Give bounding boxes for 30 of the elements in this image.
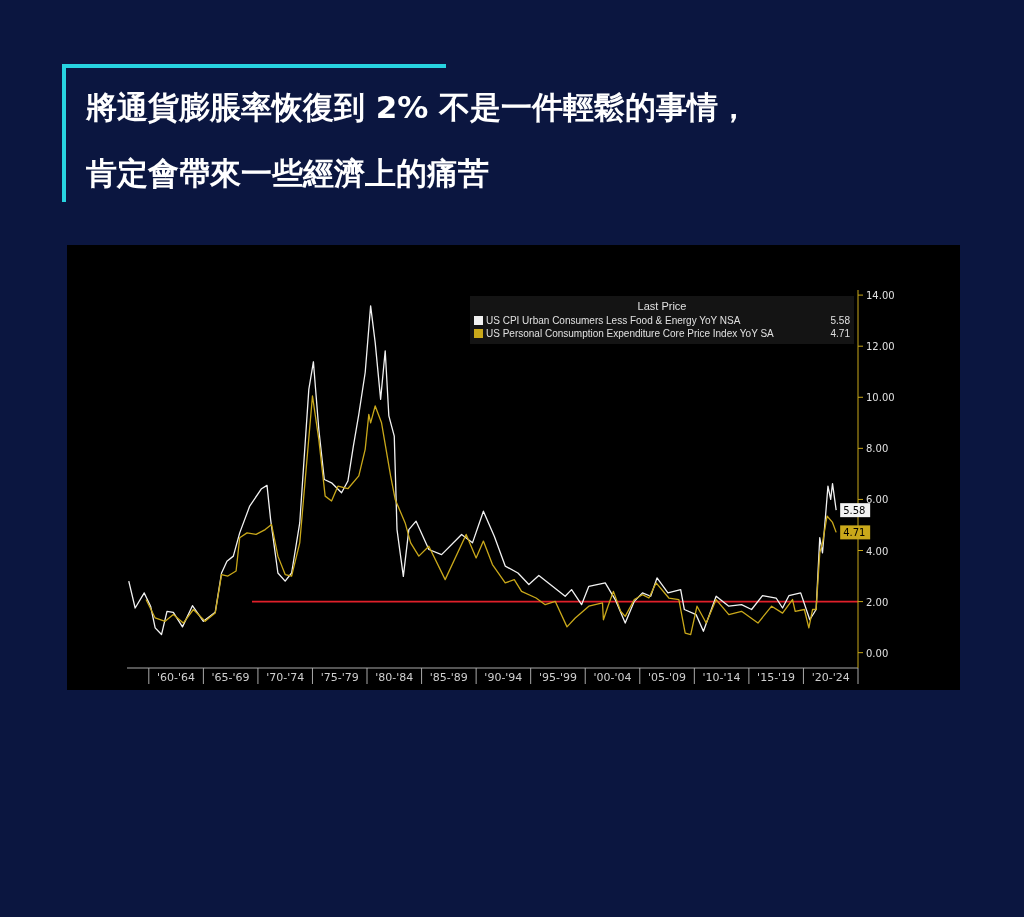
x-tick-label: '10-'14	[702, 671, 741, 684]
data-label: 5.58	[843, 505, 866, 517]
x-tick-label: '75-'79	[320, 671, 359, 684]
y-tick-label: 10.00	[866, 392, 895, 404]
line-series	[145, 395, 837, 636]
y-tick-label: 14.00	[866, 290, 895, 302]
y-tick-label: 2.00	[866, 596, 889, 608]
chart-title: 將通貨膨脹率恢復到 2% 不是一件輕鬆的事情，肯定會帶來一些經濟上的痛苦	[85, 89, 750, 191]
x-tick-label: '90-'94	[484, 671, 523, 684]
x-tick-label: '15-'19	[757, 671, 796, 684]
x-tick-label: '00-'04	[593, 671, 632, 684]
x-tick-label: '60-'64	[157, 671, 196, 684]
y-tick-label: 0.00	[866, 647, 889, 659]
y-tick-label: 6.00	[866, 494, 889, 506]
text: 5.58	[830, 315, 850, 326]
x-tick-label: '80-'84	[375, 671, 414, 684]
legend-label: US CPI Urban Consumers Less Food & Energy YoY NSA	[486, 315, 741, 326]
x-tick-label: '95-'99	[538, 671, 577, 684]
x-tick-label: '05-'09	[648, 671, 687, 684]
x-tick-label: '85-'89	[429, 671, 468, 684]
x-tick-label: '20-'24	[811, 671, 850, 684]
legend-label: US Personal Consumption Expenditure Core Price Index YoY SA	[486, 328, 775, 339]
y-tick-label: 12.00	[866, 341, 895, 353]
y-tick-label: 4.00	[866, 545, 889, 557]
x-tick-label: '65-'69	[211, 671, 250, 684]
x-tick-label: '70-'74	[266, 671, 305, 684]
data-label: 4.71	[843, 527, 866, 539]
text: 4.71	[830, 328, 850, 339]
y-tick-label: 8.00	[866, 443, 889, 455]
legend-title: Last Price	[637, 300, 687, 312]
